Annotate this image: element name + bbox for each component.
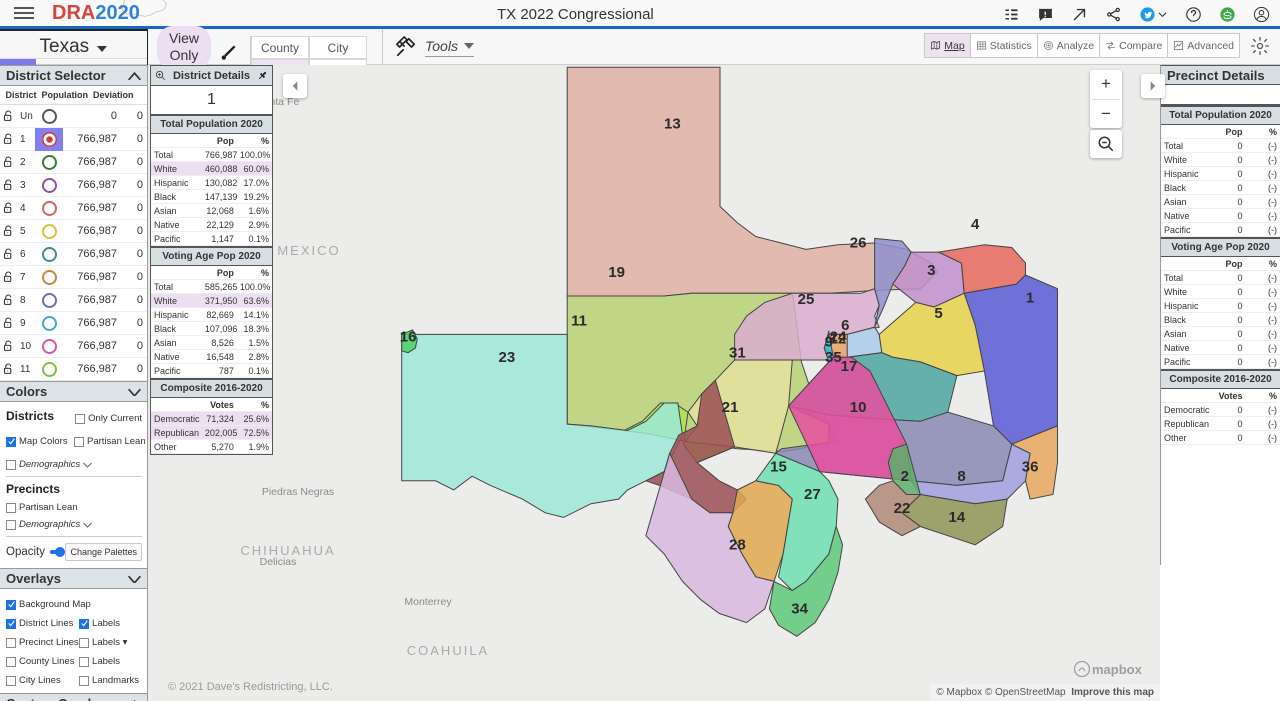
svg-text:4: 4 [971,216,980,233]
svg-text:28: 28 [729,536,746,553]
svg-text:34: 34 [791,600,808,617]
svg-text:27: 27 [804,486,821,503]
svg-text:13: 13 [664,116,681,133]
svg-text:Piedras Negras: Piedras Negras [262,486,334,498]
svg-text:10: 10 [850,399,867,416]
svg-text:26: 26 [850,235,867,252]
svg-text:22: 22 [894,500,911,517]
svg-text:5: 5 [934,305,942,322]
svg-text:36: 36 [1022,459,1039,476]
svg-text:24: 24 [830,329,847,346]
svg-text:14: 14 [949,509,966,526]
svg-text:3: 3 [927,262,935,279]
svg-text:8: 8 [957,468,965,485]
svg-text:31: 31 [729,344,746,361]
svg-text:17: 17 [841,358,858,375]
svg-text:Delicias: Delicias [260,556,297,568]
svg-text:15: 15 [770,459,787,476]
svg-text:35: 35 [825,349,842,366]
svg-text:23: 23 [499,349,516,366]
svg-text:25: 25 [798,291,815,308]
svg-text:16: 16 [400,329,417,346]
svg-text:21: 21 [722,399,739,416]
svg-text:11: 11 [571,312,587,329]
svg-text:19: 19 [608,264,625,281]
svg-text:mapbox: mapbox [1092,662,1143,677]
svg-text:2: 2 [901,468,909,485]
svg-text:1: 1 [1026,289,1034,306]
svg-text:COAHUILA: COAHUILA [407,643,489,658]
svg-text:© 2021 Dave's Redistricting, L: © 2021 Dave's Redistricting, LLC. [168,681,333,693]
svg-text:Monterrey: Monterrey [404,596,452,608]
